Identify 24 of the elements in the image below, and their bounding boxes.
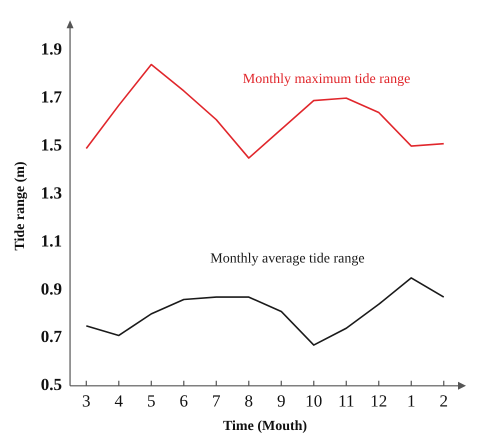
x-axis-title: Time (Mouth) bbox=[222, 419, 308, 434]
y-tick-label: 1.3 bbox=[40, 183, 62, 202]
x-tick-label: 10 bbox=[305, 391, 322, 410]
x-tick-label: 9 bbox=[277, 391, 286, 410]
x-tick-label: 6 bbox=[180, 391, 188, 410]
x-tick-label: 3 bbox=[82, 391, 91, 410]
y-tick-label: 0.5 bbox=[40, 375, 62, 394]
x-tick-label: 12 bbox=[370, 391, 388, 410]
y-tick-label: 1.7 bbox=[40, 88, 63, 107]
x-tick-label: 11 bbox=[338, 391, 354, 410]
y-tick-label: 0.9 bbox=[40, 279, 62, 298]
y-tick-label: 1.5 bbox=[40, 135, 62, 154]
x-tick-label: 5 bbox=[147, 391, 156, 410]
text: Monthly average tide range bbox=[210, 252, 365, 267]
y-tick-label: 1.9 bbox=[40, 40, 62, 59]
y-tick-label: 0.7 bbox=[40, 327, 63, 346]
x-tick-label: 4 bbox=[114, 391, 124, 410]
series-label: Monthly maximum tide range bbox=[242, 72, 410, 87]
x-tick-label: 1 bbox=[407, 391, 416, 410]
x-tick-label: 7 bbox=[212, 391, 222, 410]
x-tick-label: 2 bbox=[440, 391, 448, 410]
y-tick-label: 1.1 bbox=[40, 231, 62, 250]
x-tick-label: 8 bbox=[244, 391, 254, 410]
y-axis-title: Tide range (m) bbox=[13, 161, 28, 251]
